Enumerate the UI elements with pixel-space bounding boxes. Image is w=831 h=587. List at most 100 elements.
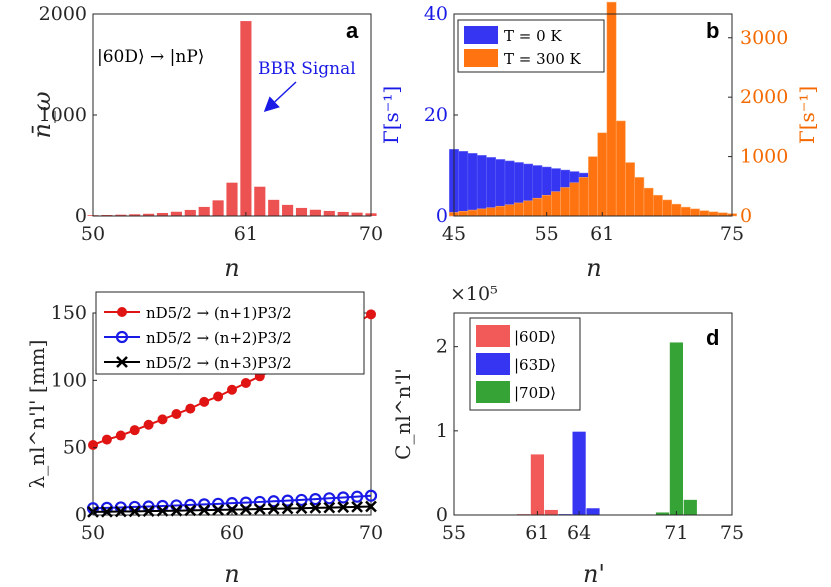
panel-b-bar-t300 — [578, 177, 589, 217]
legend-marker-2 — [115, 330, 129, 344]
panel-a-bar — [295, 207, 308, 216]
panel-a-bar — [323, 210, 335, 216]
panel-b-bar-t300 — [615, 120, 626, 217]
panel-b-right-ytick-label: 3000 — [740, 27, 788, 49]
panel-b-bar-t300 — [458, 210, 469, 217]
panel-b-bar-t0 — [458, 151, 469, 217]
panel-d-xtick-label: 71 — [664, 522, 688, 544]
panel-b-bar-t300 — [625, 162, 635, 217]
panel-c-point-1 — [157, 414, 168, 425]
panel-c-point-3 — [267, 502, 280, 515]
panel-d-axes — [453, 312, 733, 516]
panel-c-ytick-label: 50 — [63, 437, 87, 459]
panel-a-xtick-label: 70 — [359, 223, 383, 245]
panel-c-point-2 — [253, 495, 266, 509]
panel-b-bar-t300 — [597, 132, 608, 217]
panel-d-xlabel: n' — [583, 560, 605, 587]
legend-marker-3 — [116, 356, 128, 368]
panel-a-bar — [240, 21, 252, 216]
legend-swatch-60d — [476, 325, 510, 347]
panel-b-bar-t300 — [643, 187, 654, 217]
panel-c-xtick-label: 50 — [81, 522, 105, 544]
panel-b-xlabel: n — [586, 254, 601, 282]
legend-label-70d: |70D⟩ — [514, 384, 556, 402]
panel-b-bar-t300 — [680, 206, 691, 217]
panel-b-bar-t0 — [486, 157, 496, 217]
panel-b-left-ytick-label: 20 — [424, 104, 448, 126]
panel-b-bar-t300 — [504, 204, 515, 217]
panel-d-bars — [516, 342, 697, 515]
panel-a-bar — [268, 199, 280, 216]
panel-c-point-2 — [337, 491, 350, 504]
panel-b-bar-t300 — [523, 200, 534, 217]
panel-c-point-3 — [212, 503, 224, 516]
panel-b-bar-t300 — [634, 177, 645, 217]
panel-c-point-3 — [281, 502, 294, 515]
panel-d-bar-3 — [655, 512, 670, 515]
panel-c-point-3 — [295, 502, 308, 515]
panel-b-left-ytick-label: 0 — [436, 205, 448, 227]
legend-label-t300: T = 300 K — [504, 50, 582, 68]
panel-a-transition: |60D⟩ → |nP⟩ — [97, 47, 204, 67]
panel-b-letter: b — [706, 18, 719, 43]
panel-a-bar — [309, 209, 321, 216]
panel-c-point-1 — [227, 384, 237, 395]
panel-c-point-2 — [309, 493, 322, 506]
panel-b-bar-t300 — [588, 156, 598, 217]
panel-d-xtick-label: 55 — [442, 522, 466, 544]
panel-a-ylabel: n̄_ω — [28, 91, 56, 138]
panel-a-ytick-label: 1000 — [39, 104, 87, 126]
panel-c-point-2 — [281, 494, 294, 507]
panel-c-point-2 — [364, 489, 378, 502]
panel-c-point-2 — [295, 493, 308, 507]
panel-b-bar-t300 — [476, 208, 487, 217]
panel-d-ylabel: C_nl^n'l' — [391, 368, 415, 460]
panel-a-ytick-label: 0 — [75, 205, 87, 227]
legend-swatch-t0 — [464, 26, 498, 44]
panel-a-bar — [337, 211, 349, 216]
panel-d-bar-1 — [530, 454, 545, 515]
panel-a-xlabel: n — [224, 254, 239, 282]
panel-c-ylabel: λ_nl^n'l' [mm] — [25, 340, 49, 489]
panel-c-point-1 — [115, 430, 126, 441]
legend-label-n2: nD5/2 → (n+2)P3/2 — [146, 329, 292, 347]
panel-a-bar — [143, 213, 155, 216]
panel-b-ylabel-right: Γ[s⁻¹] — [795, 86, 819, 144]
panel-d-ytick-label: 1 — [436, 420, 448, 442]
panel-c-point-3 — [101, 505, 113, 518]
panel-c-point-1 — [240, 378, 251, 389]
panel-b-bar-t0 — [476, 155, 487, 217]
panel-a-ticks: 50 61 70 0 1000 2000 — [39, 3, 383, 245]
panel-b-bars — [449, 1, 737, 217]
panel-d-bar-2 — [572, 431, 586, 515]
panel-c-point-2 — [267, 495, 280, 508]
panel-a-bar — [184, 209, 196, 216]
panel-d-bar-3 — [669, 342, 684, 515]
panel-c-point-3 — [337, 501, 350, 514]
legend-label-n1: nD5/2 → (n+1)P3/2 — [146, 304, 292, 322]
panel-a-bbr-arrow — [263, 81, 297, 113]
panel-b-bar-t300 — [606, 1, 617, 217]
panel-c-point-3 — [323, 501, 336, 514]
panel-b-bar-t300 — [690, 208, 700, 217]
legend-label-n3: nD5/2 → (n+3)P3/2 — [146, 354, 292, 372]
panel-c-xtick-label: 70 — [359, 522, 383, 544]
panel-b-right-ytick-label: 2000 — [740, 86, 788, 108]
legend-label-60d: |60D⟩ — [514, 328, 556, 346]
panel-c-point-3 — [128, 505, 141, 518]
panel-a-ytick-label: 2000 — [39, 3, 87, 25]
panel-b-bar-t300 — [662, 199, 673, 217]
panel-c-point-3 — [114, 505, 127, 518]
panel-d-xtick-label: 75 — [720, 522, 744, 544]
panel-a-bar — [129, 214, 141, 216]
panel-d-bar-3 — [683, 499, 697, 515]
panel-b-bar-t300 — [532, 197, 543, 217]
legend-swatch-t300 — [464, 49, 498, 67]
panel-b-bar-t300 — [652, 194, 663, 217]
panel-d-legend: |60D⟩ |63D⟩ |70D⟩ — [469, 317, 581, 411]
panel-a-letter: a — [346, 18, 359, 43]
panel-c-point-3 — [365, 500, 377, 513]
